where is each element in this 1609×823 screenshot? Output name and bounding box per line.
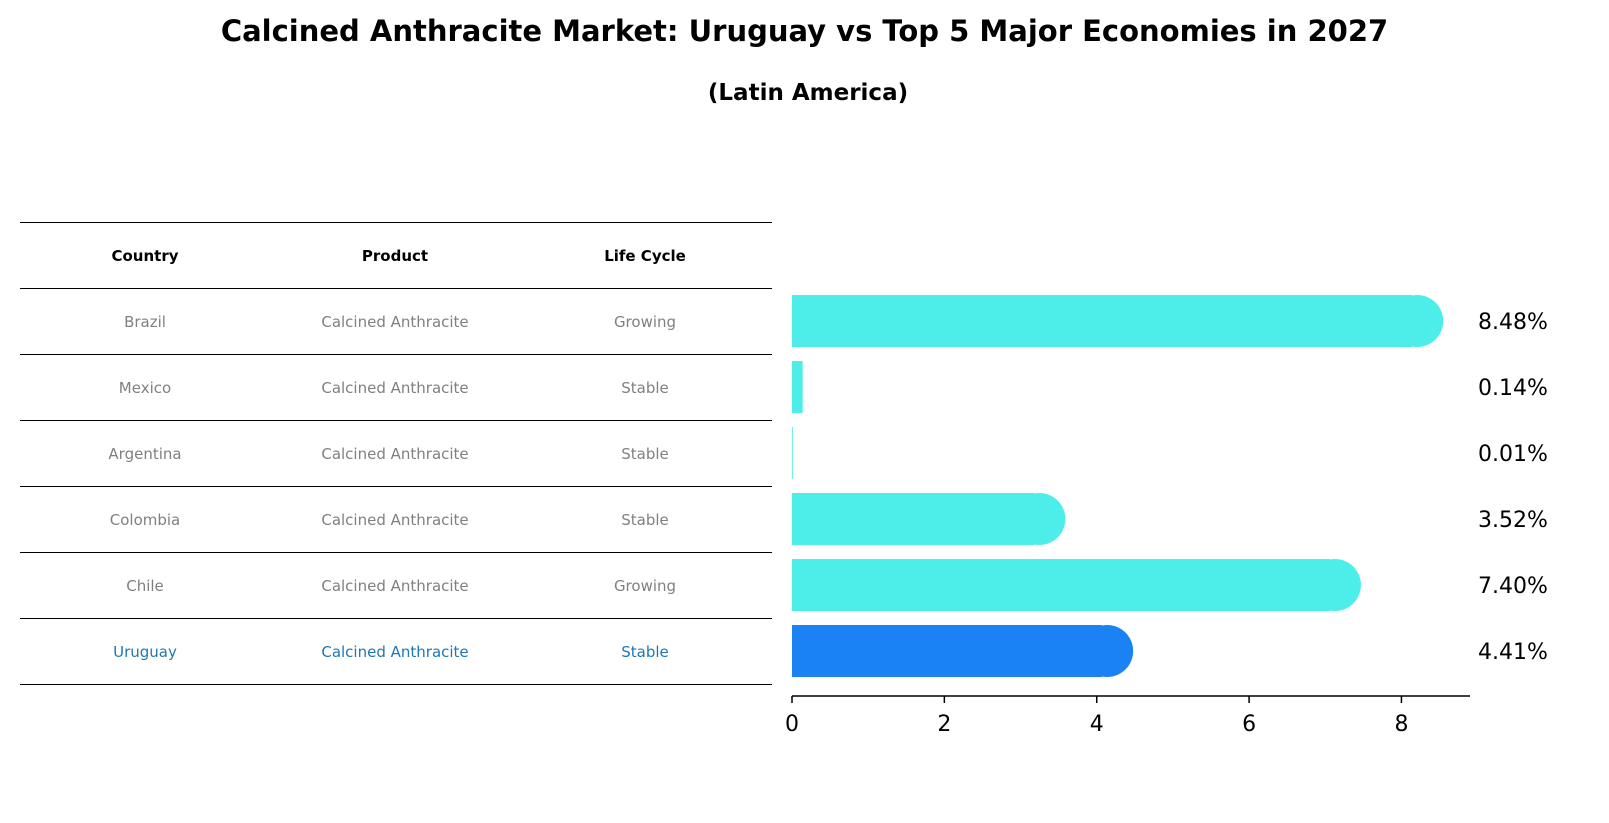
value-label: 0.01%: [1478, 442, 1548, 467]
x-tick-label: 4: [1090, 712, 1104, 737]
cell-product: Calcined Anthracite: [321, 576, 469, 595]
cell-product: Calcined Anthracite: [321, 642, 469, 661]
x-tick-label: 2: [937, 712, 951, 737]
cell-product: Calcined Anthracite: [321, 312, 469, 331]
table-row: Mexico Calcined Anthracite Stable: [20, 354, 772, 420]
table-row: Argentina Calcined Anthracite Stable: [20, 420, 772, 486]
cell-country: Chile: [126, 576, 164, 595]
cell-life-cycle: Stable: [621, 642, 669, 661]
bar-cap-chile: [1308, 559, 1361, 611]
bar-cap-uruguay: [1081, 625, 1134, 677]
header-country: Country: [111, 246, 179, 265]
table-row: Chile Calcined Anthracite Growing: [20, 552, 772, 618]
value-label: 7.40%: [1478, 574, 1548, 599]
data-table: Country Product Life Cycle Brazil Calcin…: [20, 222, 772, 685]
bar-uruguay: [792, 625, 1102, 677]
header-life-cycle: Life Cycle: [604, 246, 686, 265]
cell-country: Mexico: [118, 378, 172, 397]
cell-life-cycle: Growing: [613, 576, 677, 595]
bar-brazil: [792, 295, 1413, 347]
cell-life-cycle: Growing: [613, 312, 677, 331]
cell-product: Calcined Anthracite: [321, 444, 469, 463]
value-label: 4.41%: [1478, 640, 1548, 665]
x-tick-label: 8: [1394, 712, 1408, 737]
table-row-highlighted: Uruguay Calcined Anthracite Stable: [20, 618, 772, 685]
cell-life-cycle: Stable: [621, 444, 669, 463]
x-tick-label: 6: [1242, 712, 1256, 737]
cell-country: Argentina: [108, 444, 182, 463]
x-tick-label: 0: [785, 712, 799, 737]
cell-country: Brazil: [124, 312, 166, 331]
value-label: 3.52%: [1478, 508, 1548, 533]
table-row: Colombia Calcined Anthracite Stable: [20, 486, 772, 552]
table-row: Brazil Calcined Anthracite Growing: [20, 288, 772, 354]
bar-chile: [792, 559, 1330, 611]
chart-subtitle: (Latin America): [707, 80, 909, 106]
cell-product: Calcined Anthracite: [321, 378, 469, 397]
cell-life-cycle: Stable: [621, 378, 669, 397]
cell-product: Calcined Anthracite: [321, 510, 469, 529]
cell-country: Uruguay: [113, 642, 177, 661]
value-label: 8.48%: [1478, 310, 1548, 335]
value-label: 0.14%: [1478, 376, 1548, 401]
header-product: Product: [361, 246, 429, 265]
bar-cap-brazil: [1391, 295, 1444, 347]
table-header-row: Country Product Life Cycle: [20, 222, 772, 288]
bar-mexico: [792, 361, 803, 413]
bar-cap-colombia: [1013, 493, 1066, 545]
cell-country: Colombia: [109, 510, 181, 529]
chart-title: Calcined Anthracite Market: Uruguay vs T…: [220, 14, 1389, 48]
bar-argentina: [792, 427, 793, 479]
cell-life-cycle: Stable: [621, 510, 669, 529]
bar-colombia: [792, 493, 1035, 545]
